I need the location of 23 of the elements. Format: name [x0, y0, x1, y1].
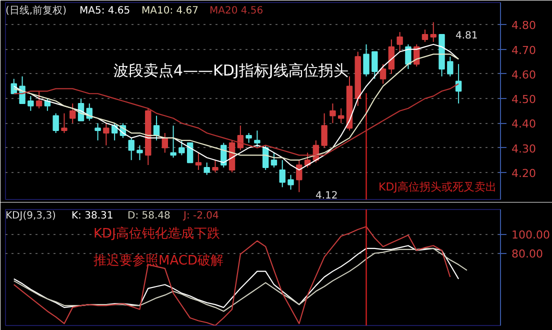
- y-tick-label: 4.20: [512, 166, 536, 180]
- annotation: 4.12: [316, 190, 338, 202]
- text: MA10: 4.67: [142, 6, 199, 16]
- chart-title: (日线,前复权): [6, 4, 67, 16]
- y-tick-label: 4.60: [512, 68, 536, 82]
- y-tick-label: 4.40: [512, 118, 536, 131]
- y-tick-label: 100.00: [512, 228, 550, 242]
- chart-title: KDJ(9,3,3): [6, 210, 56, 222]
- y-tick-label: 4.50: [512, 93, 536, 106]
- annotation: 4.81: [456, 30, 478, 42]
- y-tick-label: 80.00: [512, 248, 543, 261]
- text: MA20 4.56: [210, 6, 264, 16]
- y-tick-label: 4.80: [512, 19, 536, 32]
- y-tick-label: 4.70: [512, 44, 536, 57]
- text: K: 38.31: [72, 210, 114, 222]
- annotation: 推迟要参照MACD破解: [94, 254, 224, 268]
- text: MA5: 4.65: [80, 6, 130, 16]
- text: J: -2.04: [182, 210, 219, 222]
- annotation: 波段卖点4——KDJ指标J线高位拐头: [114, 62, 348, 80]
- text: D: 58.48: [128, 210, 170, 222]
- annotation: KDJ高位拐头或死叉卖出: [378, 180, 496, 194]
- y-tick-label: 4.30: [512, 142, 536, 156]
- annotation: KDJ高位钝化造成下跌: [94, 226, 220, 242]
